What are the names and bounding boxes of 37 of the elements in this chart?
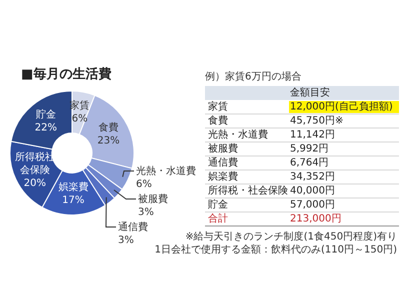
text: 45,750円※ [290,116,344,126]
text: 1日会社で使用する金額：飲料代のみ(110円～150円) [154,244,398,256]
data-label: 6% [72,114,88,125]
text: 光熱・水道費 [208,128,268,140]
text: 食費 [208,114,228,126]
text: 例）家賃6万円の場合 [205,70,302,82]
text: 所得税・社会保険 [208,184,288,196]
data-label: 23% [97,135,120,146]
text: 11,142円 [290,130,335,140]
text: 12,000円(自己負担額) [290,100,393,112]
slice-label: 被服費 [138,193,168,205]
data-label: 22% [34,122,57,134]
data-label: 3% [118,235,134,246]
text: 家賃 [208,100,228,112]
slice-label: 食費 [98,121,119,134]
data-label: 17% [62,194,84,206]
text: 213,000円 [290,214,342,224]
text: 通信費 [208,156,238,168]
text: ※給与天引きのランチ制度(1食450円程度)有り [185,230,397,242]
text: 合計 [208,212,228,224]
text: 貯金 [208,198,228,210]
chart-title: ■毎月の生活費 [21,67,112,82]
text: 40,000円 [290,186,335,196]
text: 娯楽費 [208,170,238,182]
slice-label: 光熱・水道費 [136,165,196,177]
slice-label: 通信費 [118,221,148,233]
text: 5,992円 [290,144,329,154]
text: 57,000円 [290,200,335,210]
text: 被服費 [208,142,238,154]
slice-label: 娯楽費 [58,180,88,193]
text: 6,764円 [290,158,329,168]
data-label: 6% [136,179,152,190]
data-label: 3% [138,207,154,218]
slice-label: 貯金 [36,108,56,120]
text: 34,352円 [290,172,335,182]
text: 金額目安 [290,86,330,98]
data-label: 20% [24,178,46,189]
